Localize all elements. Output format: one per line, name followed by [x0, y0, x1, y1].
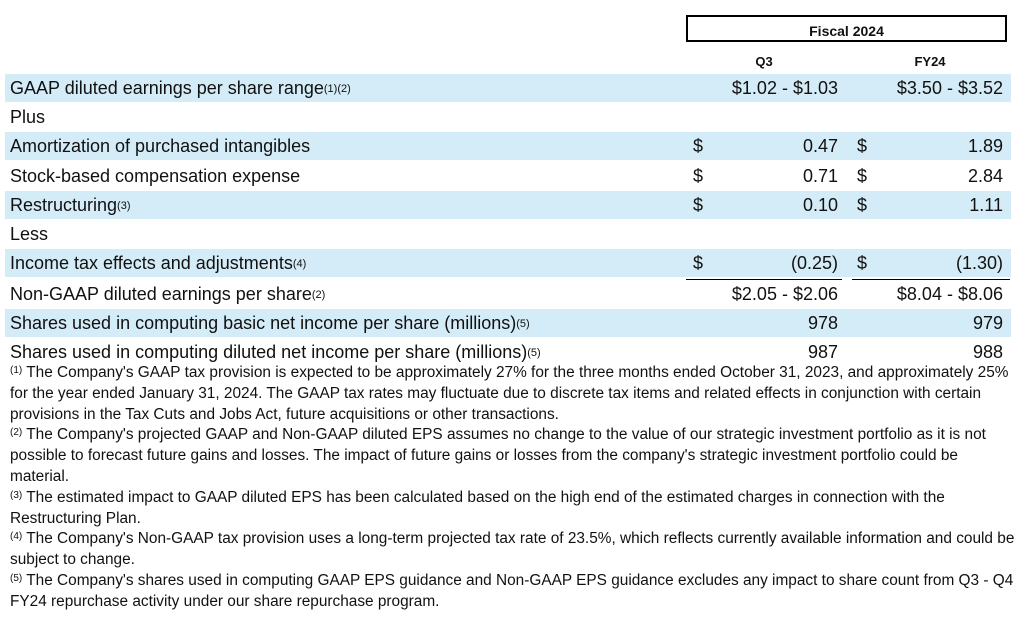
table-row: Shares used in computing basic net incom… [5, 309, 1011, 337]
q3-value: $1.02 - $1.03 [731, 78, 838, 98]
footnote-4: (4) The Company's Non-GAAP tax provision… [10, 530, 1015, 569]
fy24-value: 1.89 [967, 136, 1003, 156]
fy24-currency: $ [857, 136, 868, 156]
table-row: GAAP diluted earnings per share range(1)… [5, 74, 1011, 102]
q3-value: 978 [807, 313, 838, 333]
table-row: Plus [5, 103, 1011, 131]
table-row: Shares used in computing diluted net inc… [5, 338, 1011, 366]
q3-value: 0.71 [802, 166, 838, 186]
q3-value: 987 [807, 342, 838, 362]
q3-currency: $ [693, 166, 704, 186]
fiscal-2024-header: Fiscal 2024 [686, 15, 1007, 42]
table-row: Stock-based compensation expense $ 0.71 … [5, 162, 1011, 190]
row-label: Plus [10, 107, 46, 127]
footnote-ref: (5) [527, 347, 541, 359]
row-label: Shares used in computing basic net incom… [10, 313, 530, 333]
fy24-value: 979 [972, 313, 1003, 333]
row-label: Less [10, 224, 49, 244]
table-row: Income tax effects and adjustments(4) $ … [5, 249, 1011, 277]
q3-value: (0.25) [790, 253, 838, 273]
footnote-ref: (5) [516, 318, 530, 330]
column-header-fy24: FY24 [914, 54, 946, 69]
q3-currency: $ [693, 253, 704, 273]
footnote-marker: (4) [10, 531, 23, 543]
q3-value: 0.10 [802, 195, 838, 215]
footnote-3: (3) The estimated impact to GAAP diluted… [10, 488, 945, 527]
row-label: Amortization of purchased intangibles [10, 136, 311, 156]
fy24-value: 1.11 [969, 195, 1003, 215]
fy24-currency: $ [857, 166, 868, 186]
footnote-5: (5) The Company's shares used in computi… [10, 571, 1014, 610]
table-row: Restructuring(3) $ 0.10 $ 1.11 [5, 191, 1011, 219]
footnote-1: (1) The Company's GAAP tax provision is … [10, 364, 1009, 423]
footnote-ref: (1)(2) [323, 83, 351, 95]
footnote-marker: (5) [10, 572, 23, 584]
q3-currency: $ [693, 195, 704, 215]
footnote-ref: (2) [311, 289, 326, 301]
table-row: Non-GAAP diluted earnings per share(2) $… [5, 280, 1011, 308]
fy24-value: $3.50 - $3.52 [896, 78, 1003, 98]
fy24-currency: $ [857, 253, 868, 273]
footnote-marker: (3) [10, 489, 23, 501]
fy24-value: $8.04 - $8.06 [896, 284, 1003, 304]
row-label: Stock-based compensation expense [10, 166, 301, 186]
column-header-q3: Q3 [755, 54, 773, 69]
footnote-ref: (4) [292, 258, 307, 270]
fy24-value: (1.30) [955, 253, 1003, 273]
fy24-value: 2.84 [967, 166, 1003, 186]
row-label: Income tax effects and adjustments(4) [10, 253, 307, 273]
footnotes: (1) The Company's GAAP tax provision is … [10, 363, 1015, 613]
q3-value: 0.47 [802, 136, 838, 156]
table-row: Less [5, 220, 1011, 248]
footnote-marker: (2) [10, 427, 23, 439]
row-label: Restructuring(3) [10, 195, 131, 215]
table-row: Amortization of purchased intangibles $ … [5, 132, 1011, 160]
fy24-currency: $ [857, 195, 868, 215]
footnote-ref: (3) [117, 200, 131, 212]
row-label: Non-GAAP diluted earnings per share(2) [10, 284, 326, 304]
row-label: Shares used in computing diluted net inc… [10, 342, 541, 362]
row-label: GAAP diluted earnings per share range(1)… [10, 78, 351, 98]
q3-value: $2.05 - $2.06 [731, 284, 838, 304]
q3-currency: $ [693, 136, 704, 156]
footnote-2: (2) The Company's projected GAAP and Non… [10, 426, 986, 485]
fy24-subtotal-underline [852, 279, 1010, 280]
q3-subtotal-underline [686, 279, 842, 280]
fy24-value: 988 [972, 342, 1003, 362]
footnote-marker: (1) [10, 365, 23, 376]
